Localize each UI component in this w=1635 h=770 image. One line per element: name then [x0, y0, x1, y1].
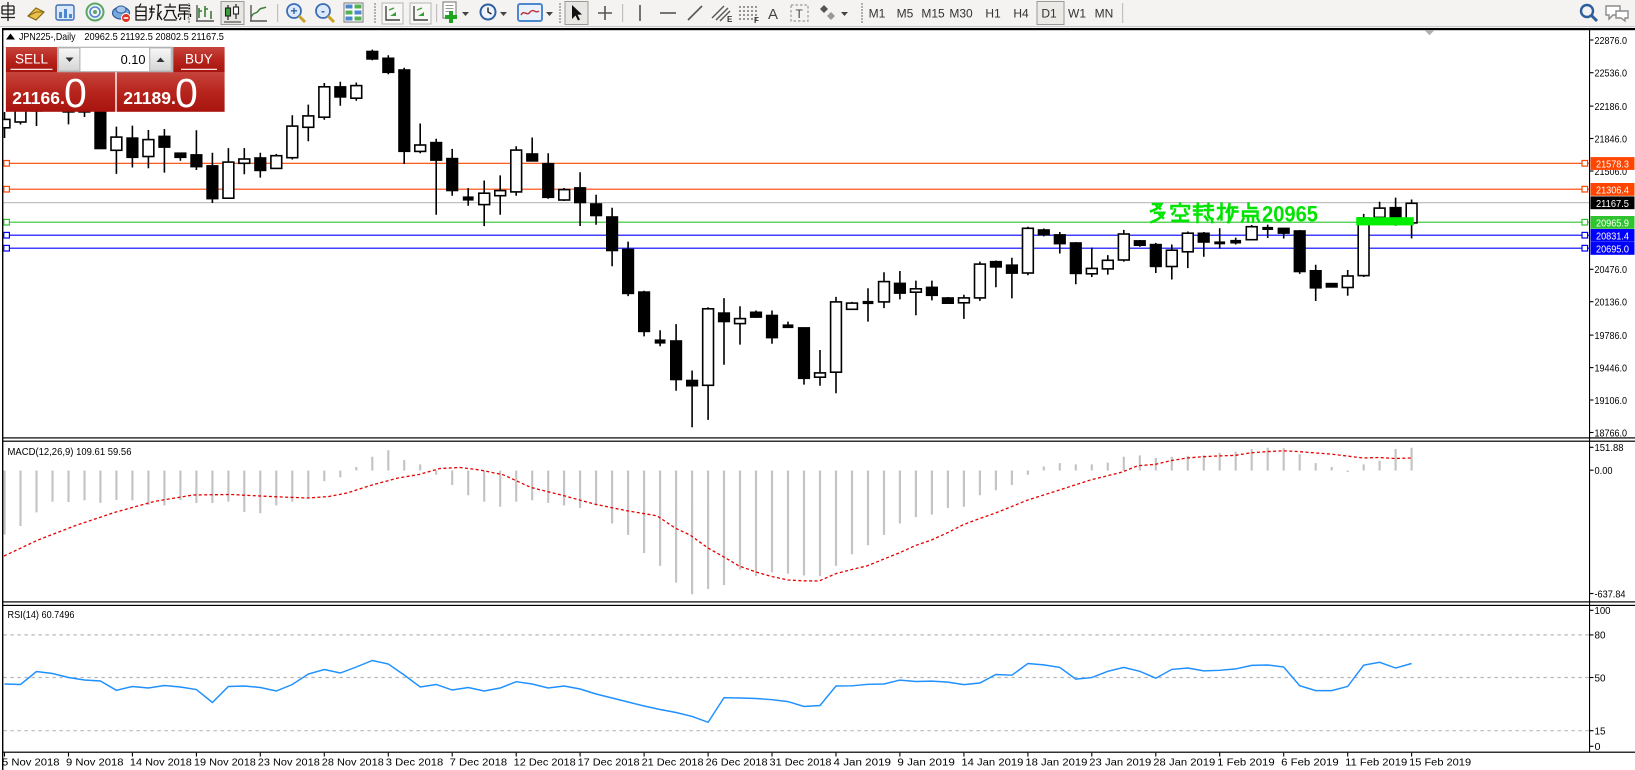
svg-text:SELL: SELL — [15, 52, 49, 67]
svg-text:20476.0: 20476.0 — [1595, 264, 1628, 276]
svg-text:18766.0: 18766.0 — [1595, 427, 1628, 439]
svg-text:21846.0: 21846.0 — [1595, 133, 1628, 145]
svg-text:RSI(14) 60.7496: RSI(14) 60.7496 — [8, 609, 75, 621]
svg-text:4 Jan 2019: 4 Jan 2019 — [834, 757, 892, 769]
svg-text:JPN225-,Daily: JPN225-,Daily — [19, 31, 76, 43]
svg-text:A: A — [768, 6, 778, 23]
svg-text:D1: D1 — [1041, 7, 1057, 21]
svg-text:F: F — [754, 16, 759, 25]
svg-text:M30: M30 — [949, 7, 973, 21]
svg-text:5 Nov 2018: 5 Nov 2018 — [2, 757, 60, 769]
svg-text:H4: H4 — [1013, 7, 1029, 21]
svg-text:11 Feb 2019: 11 Feb 2019 — [1345, 757, 1407, 769]
svg-text:20965: 20965 — [1262, 202, 1318, 227]
svg-text:0: 0 — [64, 70, 87, 116]
svg-text:20695.0: 20695.0 — [1596, 243, 1629, 255]
svg-text:-: - — [321, 4, 325, 18]
svg-text:14 Jan 2019: 14 Jan 2019 — [961, 757, 1023, 769]
svg-text:3 Dec 2018: 3 Dec 2018 — [386, 757, 444, 769]
svg-text:9 Nov 2018: 9 Nov 2018 — [66, 757, 124, 769]
svg-text:31 Dec 2018: 31 Dec 2018 — [770, 757, 832, 769]
svg-text:22536.0: 22536.0 — [1595, 68, 1628, 80]
svg-text:7 Dec 2018: 7 Dec 2018 — [450, 757, 508, 769]
svg-text:19106.0: 19106.0 — [1595, 395, 1628, 407]
svg-text:0.10: 0.10 — [121, 52, 146, 67]
svg-text:23 Jan 2019: 23 Jan 2019 — [1089, 757, 1151, 769]
svg-text:20962.5 21192.5 20802.5 21167.: 20962.5 21192.5 20802.5 21167.5 — [84, 31, 224, 43]
svg-text:12 Dec 2018: 12 Dec 2018 — [514, 757, 576, 769]
svg-text:21189: 21189 — [123, 88, 171, 108]
svg-text:.: . — [60, 88, 65, 108]
svg-text:21306.4: 21306.4 — [1596, 184, 1629, 196]
svg-text:1 Feb 2019: 1 Feb 2019 — [1217, 757, 1275, 769]
svg-text:19446.0: 19446.0 — [1595, 362, 1628, 374]
svg-text:28 Nov 2018: 28 Nov 2018 — [322, 757, 384, 769]
svg-text:100: 100 — [1595, 605, 1611, 617]
svg-text:H1: H1 — [985, 7, 1001, 21]
svg-text:0: 0 — [175, 70, 198, 116]
svg-text:80: 80 — [1595, 630, 1606, 642]
svg-text:.: . — [171, 88, 176, 108]
svg-text:14 Nov 2018: 14 Nov 2018 — [130, 757, 192, 769]
svg-text:15: 15 — [1595, 726, 1606, 738]
svg-text:M15: M15 — [921, 7, 945, 21]
svg-text:151.88: 151.88 — [1595, 442, 1624, 454]
svg-text:18 Jan 2019: 18 Jan 2019 — [1025, 757, 1087, 769]
svg-text:21 Dec 2018: 21 Dec 2018 — [642, 757, 704, 769]
svg-text:23 Nov 2018: 23 Nov 2018 — [258, 757, 320, 769]
svg-text:9 Jan 2019: 9 Jan 2019 — [897, 757, 955, 769]
svg-text:M1: M1 — [869, 7, 886, 21]
svg-text:MACD(12,26,9) 109.61 59.56: MACD(12,26,9) 109.61 59.56 — [8, 446, 132, 458]
svg-text:19786.0: 19786.0 — [1595, 330, 1628, 342]
svg-text:20965.9: 20965.9 — [1596, 217, 1629, 229]
svg-text:-637.84: -637.84 — [1595, 588, 1626, 600]
svg-text:T: T — [796, 7, 804, 21]
svg-text:0: 0 — [1595, 741, 1601, 753]
svg-text:15 Feb 2019: 15 Feb 2019 — [1409, 757, 1471, 769]
svg-text:20136.0: 20136.0 — [1595, 297, 1628, 309]
svg-text:17 Dec 2018: 17 Dec 2018 — [578, 757, 640, 769]
svg-text:20831.4: 20831.4 — [1596, 230, 1629, 242]
svg-text:22876.0: 22876.0 — [1595, 35, 1628, 47]
svg-text:M5: M5 — [897, 7, 914, 21]
svg-text:BUY: BUY — [185, 52, 213, 67]
svg-text:22186.0: 22186.0 — [1595, 101, 1628, 113]
svg-text:6 Feb 2019: 6 Feb 2019 — [1281, 757, 1339, 769]
svg-text:W1: W1 — [1068, 7, 1086, 21]
svg-text:+: + — [290, 4, 297, 18]
svg-text:21166: 21166 — [12, 88, 60, 108]
svg-text:50: 50 — [1595, 672, 1606, 684]
svg-text:0.00: 0.00 — [1595, 465, 1613, 477]
svg-text:26 Dec 2018: 26 Dec 2018 — [706, 757, 768, 769]
svg-text:28 Jan 2019: 28 Jan 2019 — [1153, 757, 1215, 769]
svg-text:E: E — [727, 15, 733, 24]
svg-text:19 Nov 2018: 19 Nov 2018 — [194, 757, 256, 769]
svg-text:MN: MN — [1095, 7, 1114, 21]
svg-text:21578.3: 21578.3 — [1596, 159, 1629, 171]
svg-text:21167.5: 21167.5 — [1596, 198, 1629, 210]
